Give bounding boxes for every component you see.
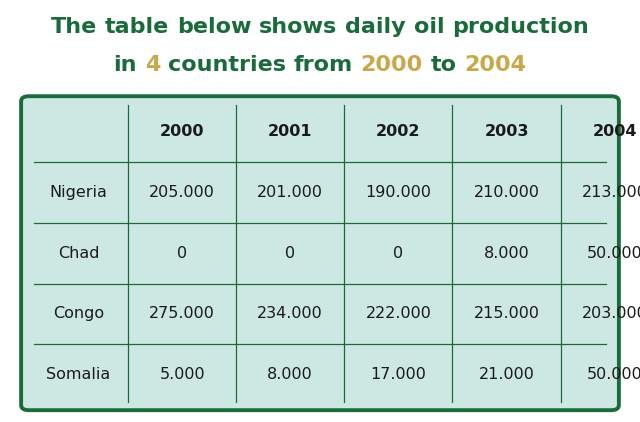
Text: 234.000: 234.000 <box>257 306 323 322</box>
Text: 2002: 2002 <box>376 124 420 139</box>
Text: 5.000: 5.000 <box>159 367 205 382</box>
Text: from: from <box>294 55 353 76</box>
Text: 2001: 2001 <box>268 124 312 139</box>
Text: in: in <box>113 55 137 76</box>
Text: 8.000: 8.000 <box>484 246 529 261</box>
Text: 201.000: 201.000 <box>257 185 323 200</box>
Text: shows: shows <box>259 17 338 38</box>
Text: Somalia: Somalia <box>46 367 111 382</box>
Text: 8.000: 8.000 <box>268 367 313 382</box>
Text: below: below <box>177 17 252 38</box>
Text: Nigeria: Nigeria <box>49 185 108 200</box>
Text: 0: 0 <box>285 246 295 261</box>
Text: 205.000: 205.000 <box>149 185 215 200</box>
Text: 2004: 2004 <box>593 124 637 139</box>
Text: production: production <box>452 17 589 38</box>
Text: table: table <box>105 17 170 38</box>
Text: 17.000: 17.000 <box>371 367 426 382</box>
Text: 210.000: 210.000 <box>474 185 540 200</box>
Text: 50.000: 50.000 <box>587 246 640 261</box>
Text: 2004: 2004 <box>465 55 527 76</box>
Text: 4: 4 <box>145 55 160 76</box>
Text: 2003: 2003 <box>484 124 529 139</box>
Text: The: The <box>51 17 97 38</box>
Text: to: to <box>431 55 457 76</box>
Text: 215.000: 215.000 <box>474 306 540 322</box>
Text: 2000: 2000 <box>160 124 204 139</box>
Text: countries: countries <box>168 55 286 76</box>
Text: 50.000: 50.000 <box>587 367 640 382</box>
Text: oil: oil <box>413 17 444 38</box>
FancyBboxPatch shape <box>21 96 619 410</box>
Text: 2000: 2000 <box>361 55 423 76</box>
Text: Congo: Congo <box>53 306 104 322</box>
Text: 190.000: 190.000 <box>365 185 431 200</box>
Text: 0: 0 <box>394 246 403 261</box>
Text: Chad: Chad <box>58 246 99 261</box>
Text: 203.000: 203.000 <box>582 306 640 322</box>
Text: 213.000: 213.000 <box>582 185 640 200</box>
Text: daily: daily <box>346 17 406 38</box>
Text: 0: 0 <box>177 246 187 261</box>
Text: 21.000: 21.000 <box>479 367 534 382</box>
Text: 275.000: 275.000 <box>149 306 215 322</box>
Text: 222.000: 222.000 <box>365 306 431 322</box>
